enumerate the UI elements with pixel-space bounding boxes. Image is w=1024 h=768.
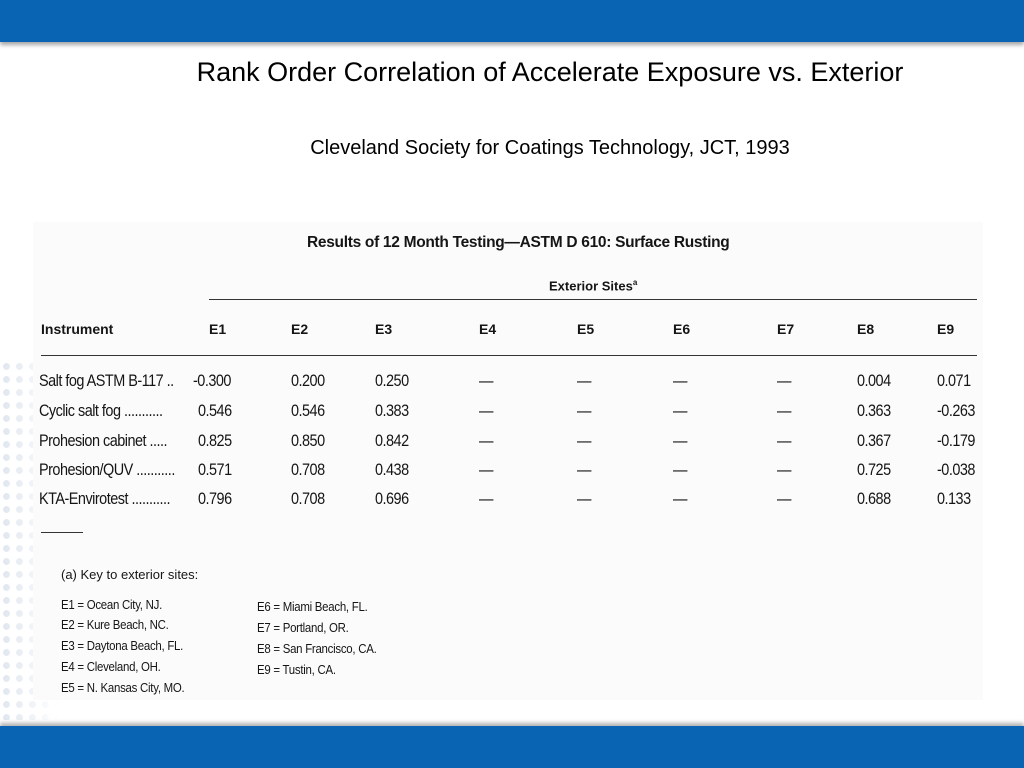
header-rule — [41, 355, 977, 356]
table-cell: — — [577, 371, 591, 390]
table-cell: — — [479, 489, 493, 508]
table-cell: 0.004 — [857, 371, 891, 390]
table-cell: — — [673, 431, 687, 450]
table-cell: -0.179 — [937, 431, 975, 450]
column-header-e4: E4 — [479, 321, 497, 337]
footnote-rule — [41, 532, 83, 533]
column-header-e6: E6 — [673, 321, 691, 337]
row-instrument-name: Prohesion cabinet ..... — [39, 431, 168, 450]
key-item: E8 = San Francisco, CA. — [257, 641, 377, 656]
table-cell: 0.796 — [198, 489, 232, 508]
table-cell: 0.546 — [291, 401, 325, 420]
table-cell: 0.250 — [375, 371, 409, 390]
key-item: E7 = Portland, OR. — [257, 620, 349, 635]
table-cell: 0.825 — [198, 431, 232, 450]
key-item: E3 = Daytona Beach, FL. — [61, 638, 184, 653]
table-cell: — — [479, 431, 493, 450]
table-cell: — — [577, 401, 591, 420]
table-cell: 0.438 — [375, 460, 409, 479]
table-cell: — — [673, 489, 687, 508]
table-cell: 0.842 — [375, 431, 409, 450]
table-cell: — — [577, 460, 591, 479]
row-instrument-name: KTA-Envirotest ........... — [39, 489, 171, 508]
column-header-e1: E1 — [209, 321, 227, 337]
table-cell: — — [673, 401, 687, 420]
table-cell: 0.367 — [857, 431, 891, 450]
table-cell: 0.696 — [375, 489, 409, 508]
table-cell: -0.038 — [937, 460, 975, 479]
table-cell: — — [777, 489, 791, 508]
row-instrument-name: Cyclic salt fog ........... — [39, 401, 163, 420]
table-cell: -0.263 — [937, 401, 975, 420]
key-item: E4 = Cleveland, OH. — [61, 659, 161, 674]
row-instrument-name: Prohesion/QUV ........... — [39, 460, 175, 479]
table-cell: 0.688 — [857, 489, 891, 508]
slide-title: Rank Order Correlation of Accelerate Exp… — [196, 57, 904, 87]
table-cell: 0.571 — [198, 460, 232, 479]
column-header-e5: E5 — [577, 321, 595, 337]
exterior-sites-label: Exterior Sitesa — [549, 278, 638, 294]
table-cell: — — [673, 460, 687, 479]
row-instrument-name: Salt fog ASTM B-117 .. — [39, 371, 174, 390]
table-cell: — — [479, 371, 493, 390]
key-item: E5 = N. Kansas City, MO. — [61, 680, 185, 695]
key-item: E6 = Miami Beach, FL. — [257, 599, 368, 614]
key-item: E2 = Kure Beach, NC. — [61, 617, 169, 632]
column-header-e7: E7 — [777, 321, 795, 337]
table-cell: — — [479, 401, 493, 420]
table-cell: 0.383 — [375, 401, 409, 420]
table-cell: — — [777, 431, 791, 450]
table-cell: 0.725 — [857, 460, 891, 479]
table-cell: — — [577, 431, 591, 450]
table-cell: — — [777, 401, 791, 420]
slide-subtitle: Cleveland Society for Coatings Technolog… — [310, 137, 790, 159]
table-cell: 0.850 — [291, 431, 325, 450]
table-cell: — — [577, 489, 591, 508]
column-header-instrument: Instrument — [41, 321, 114, 337]
table-cell: 0.133 — [937, 489, 971, 508]
column-header-e9: E9 — [937, 321, 955, 337]
column-header-e3: E3 — [375, 321, 393, 337]
table-cell: — — [777, 371, 791, 390]
top-banner — [0, 0, 1024, 42]
footnote-marker: a — [632, 278, 638, 287]
key-item: E1 = Ocean City, NJ. — [61, 597, 163, 612]
table-cell: — — [777, 460, 791, 479]
group-rule — [209, 299, 977, 300]
table-heading: Results of 12 Month Testing—ASTM D 610: … — [307, 234, 730, 251]
table-cell: — — [673, 371, 687, 390]
table-cell: 0.363 — [857, 401, 891, 420]
key-item: E9 = Tustin, CA. — [257, 662, 336, 677]
table-cell: — — [479, 460, 493, 479]
column-header-e8: E8 — [857, 321, 875, 337]
scanned-table-image: Results of 12 Month Testing—ASTM D 610: … — [33, 222, 983, 700]
table-cell: 0.546 — [198, 401, 232, 420]
column-header-e2: E2 — [291, 321, 309, 337]
table-cell: -0.300 — [193, 371, 231, 390]
table-cell: 0.071 — [937, 371, 971, 390]
key-title: (a) Key to exterior sites: — [61, 567, 199, 582]
table-cell: 0.708 — [291, 460, 325, 479]
bottom-banner — [0, 726, 1024, 768]
table-cell: 0.708 — [291, 489, 325, 508]
table-cell: 0.200 — [291, 371, 325, 390]
